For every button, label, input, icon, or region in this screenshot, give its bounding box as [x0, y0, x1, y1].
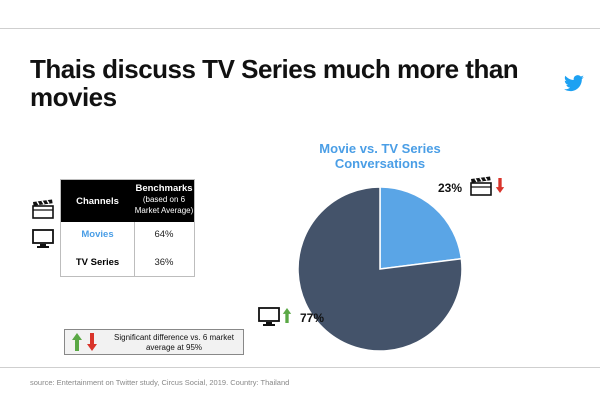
chart-title: Movie vs. TV Series Conversations [319, 141, 441, 171]
slice-label-movie: 23% [438, 181, 463, 195]
pie-slice-tv-series [297, 186, 463, 352]
table-header: Channels Benchmarks (based on 6 Market A… [61, 180, 194, 222]
tv-icon [258, 307, 280, 326]
row-benchmark-movies: 64% [154, 229, 174, 240]
benchmark-table: Channels Benchmarks (based on 6 Market A… [60, 179, 195, 277]
arrow-down-icon [87, 333, 97, 351]
table-row: TV Series 36% [61, 250, 194, 276]
pie-slice-movie [379, 186, 463, 270]
table-row: Movies 64% [61, 222, 194, 248]
clapperboard-icon [32, 199, 54, 219]
slide: Thais discuss TV Series much more than m… [0, 28, 600, 387]
twitter-icon [564, 75, 584, 92]
header-benchmarks-label: Benchmarks [135, 183, 193, 194]
row-benchmark-tv: 36% [154, 257, 174, 268]
row-channel-movies: Movies [81, 229, 114, 240]
column-divider [134, 222, 135, 276]
clapperboard-icon [470, 176, 492, 196]
header-channels: Channels [76, 195, 119, 207]
pie-chart [297, 186, 463, 352]
arrow-up-icon [72, 333, 82, 351]
legend-note: Significant difference vs. 6 market aver… [114, 333, 234, 352]
header-benchmarks: Benchmarks (based on 6 Market Average) [134, 183, 194, 216]
row-channel-tv: TV Series [75, 257, 120, 268]
slice-label-tv-series: 77% [300, 311, 325, 325]
arrow-up-icon [282, 308, 292, 323]
tv-icon [32, 229, 54, 248]
header-benchmarks-sub: (based on 6 Market Average) [134, 195, 194, 215]
source-note: source: Entertainment on Twitter study, … [30, 378, 290, 387]
arrow-down-icon [495, 178, 505, 193]
significance-legend: Significant difference vs. 6 market aver… [64, 329, 244, 355]
page-title: Thais discuss TV Series much more than m… [30, 54, 519, 112]
